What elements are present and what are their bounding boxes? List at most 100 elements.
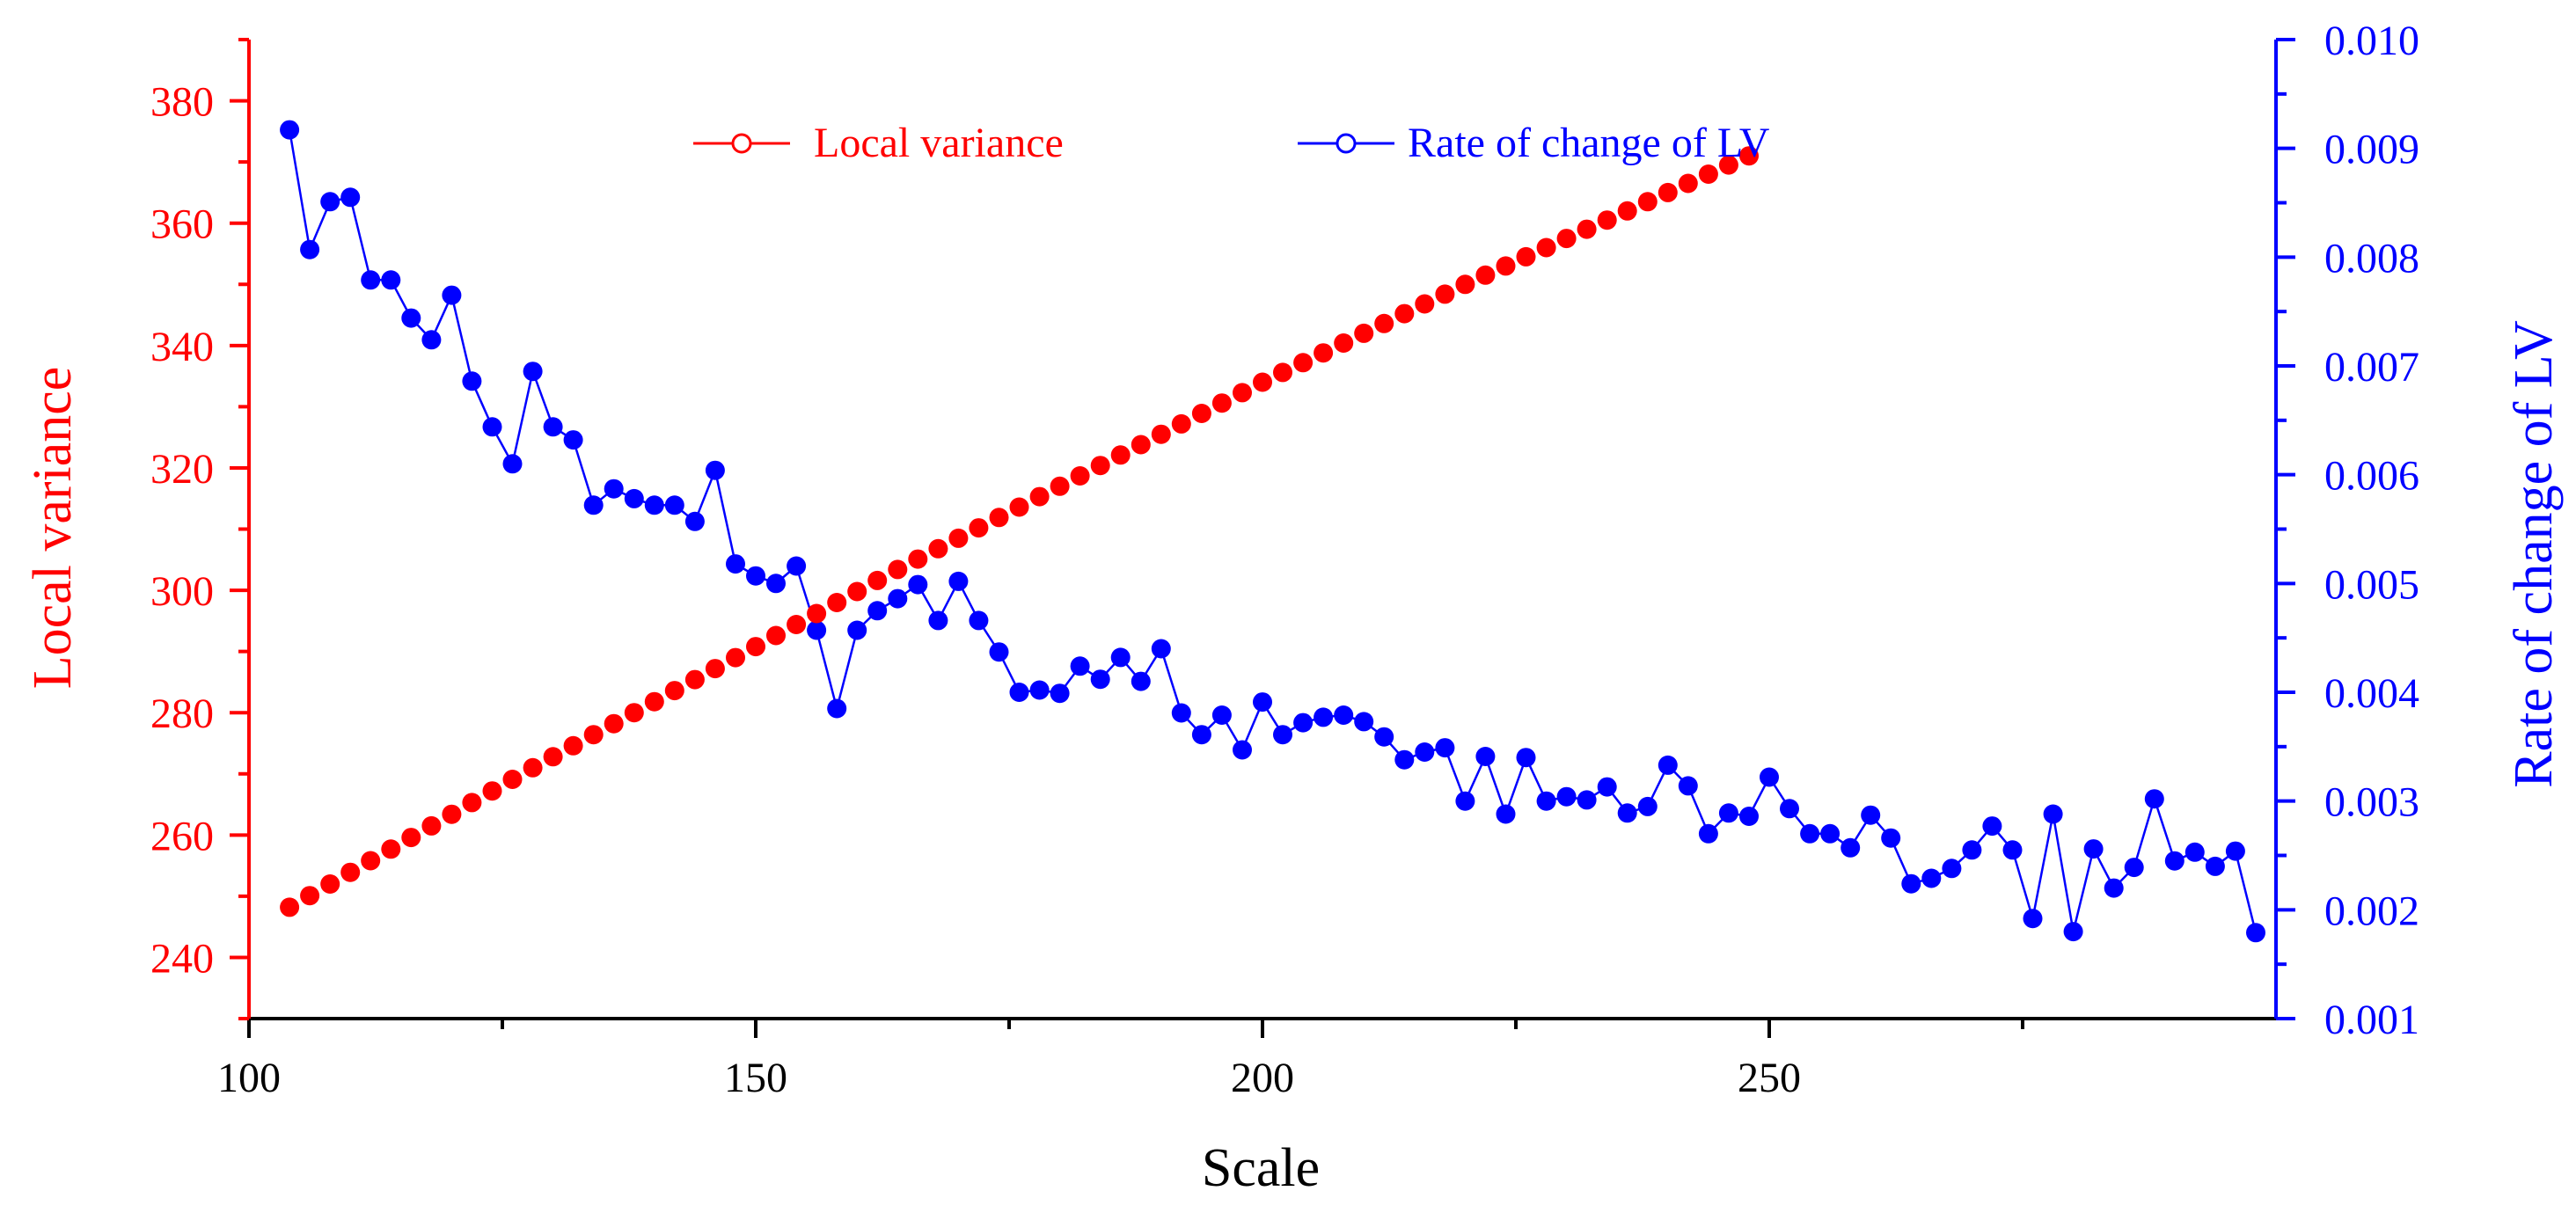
local-variance-point bbox=[1171, 413, 1191, 434]
local-variance-point bbox=[401, 828, 421, 848]
local-variance-point bbox=[361, 851, 381, 871]
local-variance-point bbox=[563, 735, 583, 756]
local-variance-point bbox=[644, 691, 664, 712]
left-y-tick-label: 240 bbox=[150, 935, 214, 982]
local-variance-point bbox=[1536, 237, 1556, 258]
rate-of-change-point bbox=[1901, 873, 1921, 894]
rate-of-change-point bbox=[2023, 909, 2043, 929]
local-variance-point bbox=[867, 570, 888, 590]
rate-of-change-point bbox=[442, 285, 462, 305]
left-y-tick-label: 280 bbox=[150, 691, 214, 737]
local-variance-point bbox=[1334, 333, 1354, 353]
rate-of-change-point bbox=[2083, 839, 2104, 859]
rate-of-change-point bbox=[1394, 749, 1415, 770]
rate-of-change-point bbox=[1354, 712, 1374, 732]
left-y-tick-label: 380 bbox=[150, 79, 214, 126]
local-variance-point bbox=[1718, 155, 1738, 175]
right-y-tick-label: 0.007 bbox=[2324, 344, 2419, 391]
local-variance-point bbox=[1070, 466, 1090, 486]
local-variance-point bbox=[705, 659, 725, 679]
rate-of-change-point bbox=[1050, 683, 1070, 704]
rate-of-change-point bbox=[1253, 692, 1272, 712]
rate-of-change-point bbox=[1090, 669, 1110, 690]
local-variance-point bbox=[543, 747, 563, 767]
local-variance-point bbox=[1009, 497, 1029, 517]
local-variance-point bbox=[807, 603, 827, 624]
local-variance-point bbox=[989, 508, 1009, 528]
local-variance-point bbox=[664, 681, 684, 701]
rate-of-change-point bbox=[1273, 725, 1292, 745]
rate-of-change-point bbox=[1496, 804, 1516, 824]
rate-of-change-point bbox=[807, 620, 827, 640]
x-tick-label: 100 bbox=[217, 1055, 281, 1101]
local-variance-point bbox=[766, 625, 786, 646]
right-y-tick-label: 0.002 bbox=[2324, 888, 2419, 934]
rate-of-change-point bbox=[482, 417, 502, 437]
rate-of-change-point bbox=[1435, 738, 1455, 758]
local-variance-point bbox=[583, 725, 604, 745]
local-variance-point bbox=[442, 804, 462, 824]
local-variance-point bbox=[1029, 486, 1050, 507]
legend-marker-rate-of-change bbox=[1336, 133, 1357, 154]
local-variance-point bbox=[726, 647, 745, 668]
local-variance-point bbox=[1314, 343, 1334, 363]
right-y-tick-label: 0.008 bbox=[2324, 235, 2419, 281]
rate-of-change-point bbox=[462, 371, 482, 391]
rate-of-change-point bbox=[2043, 804, 2063, 824]
local-variance-point bbox=[1577, 219, 1597, 239]
x-axis-ticks: 100 150 200 250 bbox=[217, 1019, 2024, 1101]
right-y-tick-label: 0.003 bbox=[2324, 779, 2419, 826]
rate-of-change-point bbox=[1780, 799, 1799, 819]
local-variance-point bbox=[462, 793, 482, 813]
rate-of-change-point bbox=[1617, 803, 1637, 823]
rate-of-change-point bbox=[1171, 703, 1191, 723]
local-variance-point bbox=[1233, 383, 1252, 403]
rate-of-change-point bbox=[2205, 856, 2225, 876]
local-variance-point bbox=[787, 615, 807, 634]
right-y-tick-label: 0.004 bbox=[2324, 670, 2419, 717]
rate-of-change-point bbox=[1293, 712, 1314, 733]
rate-of-change-point bbox=[908, 574, 928, 595]
rate-of-change-point bbox=[502, 454, 523, 474]
legend: Local variance Rate of change of LV bbox=[693, 120, 1770, 166]
rate-of-change-point bbox=[523, 362, 543, 382]
rate-of-change-point bbox=[888, 588, 908, 609]
local-variance-point bbox=[1637, 192, 1658, 212]
local-variance-point bbox=[1374, 313, 1394, 333]
local-variance-point bbox=[1496, 256, 1516, 276]
rate-of-change-point bbox=[2184, 842, 2205, 862]
local-variance-point bbox=[1556, 229, 1577, 249]
rate-of-change-point bbox=[746, 566, 765, 586]
rate-of-change-point bbox=[705, 460, 725, 480]
rate-of-change-point bbox=[624, 488, 644, 508]
local-variance-series bbox=[280, 146, 1759, 917]
left-y-axis-ticks: 240 260 280 300 320 340 360 380 bbox=[150, 38, 249, 1020]
left-y-axis-label: Local variance bbox=[23, 367, 83, 690]
local-variance-point bbox=[1273, 362, 1292, 383]
rate-of-change-point bbox=[543, 417, 563, 437]
legend-label-local-variance: Local variance bbox=[814, 120, 1064, 166]
rate-of-change-point bbox=[2104, 878, 2124, 898]
rate-of-change-point bbox=[2002, 840, 2023, 860]
local-variance-point bbox=[1293, 353, 1314, 373]
x-axis-label: Scale bbox=[1202, 1138, 1320, 1198]
rate-of-change-point bbox=[1314, 707, 1334, 727]
rate-of-change-point bbox=[1475, 747, 1496, 766]
rate-of-change-point bbox=[1211, 705, 1232, 725]
rate-of-change-point bbox=[1536, 791, 1556, 811]
rate-of-change-point bbox=[787, 556, 807, 576]
local-variance-point bbox=[1354, 323, 1374, 343]
local-variance-point bbox=[1253, 372, 1272, 392]
rate-of-change-point bbox=[1698, 823, 1718, 844]
local-variance-point bbox=[969, 518, 989, 538]
rate-of-change-point bbox=[1942, 859, 1962, 879]
rate-of-change-point bbox=[1009, 683, 1029, 702]
local-variance-point bbox=[482, 781, 502, 801]
rate-of-change-point bbox=[2124, 858, 2144, 878]
rate-of-change-point bbox=[2164, 851, 2184, 871]
rate-of-change-point bbox=[1841, 837, 1861, 858]
rate-of-change-point bbox=[1577, 790, 1597, 810]
rate-of-change-point bbox=[583, 495, 604, 515]
rate-of-change-point bbox=[1982, 816, 2002, 837]
local-variance-point bbox=[523, 757, 543, 778]
